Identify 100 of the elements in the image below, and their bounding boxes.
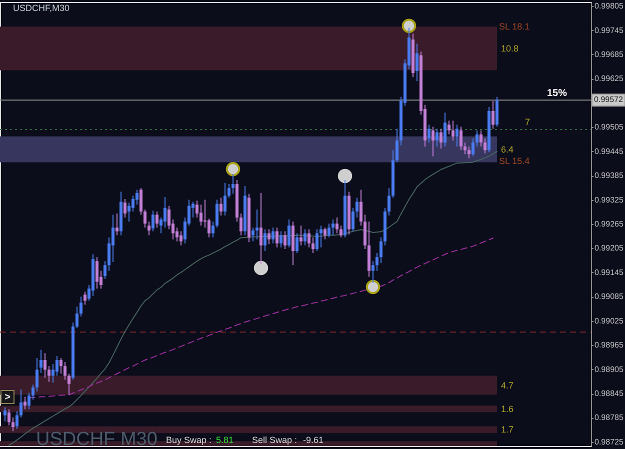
candlestick	[308, 228, 310, 248]
band-label: 4.7	[501, 380, 514, 390]
band-label: 10.8	[501, 43, 519, 54]
y-tick-label: 0.99805	[594, 2, 624, 11]
candlestick	[332, 219, 334, 236]
annotation: Buy Swap :	[166, 435, 212, 445]
y-tick-label: 0.99325	[594, 195, 624, 204]
candlestick	[484, 138, 486, 154]
candlestick	[272, 227, 274, 244]
candlestick	[212, 221, 214, 238]
candlestick	[4, 406, 6, 422]
candlestick	[112, 214, 114, 262]
candlestick	[8, 408, 10, 426]
y-tick-label: 0.98965	[594, 340, 624, 350]
candlestick	[68, 373, 70, 396]
ref-line-label: 0.99572	[594, 95, 624, 104]
candlestick	[312, 236, 314, 254]
candlestick	[376, 252, 378, 272]
candlestick	[268, 228, 270, 245]
candlestick	[284, 230, 286, 250]
candlestick	[12, 416, 14, 432]
candlestick	[276, 227, 278, 248]
candlestick	[436, 128, 438, 147]
candlestick	[168, 205, 170, 230]
candlestick	[432, 126, 434, 157]
y-tick-label: 0.98725	[594, 437, 624, 446]
candlestick	[132, 195, 134, 212]
band-label: 1.7	[501, 424, 514, 435]
candlestick	[32, 384, 34, 400]
candlestick	[260, 192, 262, 264]
y-tick-label: 0.99265	[594, 220, 624, 228]
candlestick	[240, 213, 242, 236]
candlestick	[164, 196, 166, 228]
candlestick	[464, 142, 466, 155]
y-tick-label: 0.99505	[594, 122, 624, 132]
annotation: USDCHF M30	[36, 429, 158, 449]
y-tick-label: 0.99145	[594, 268, 624, 277]
y-tick-label: 0.99205	[594, 244, 624, 253]
candlestick	[136, 189, 138, 206]
candlestick	[288, 219, 290, 248]
annotation: >	[4, 392, 11, 403]
y-tick-label: 0.99085	[594, 292, 624, 302]
candlestick	[364, 214, 366, 250]
candlestick	[252, 227, 254, 242]
y-tick-label: 0.98845	[594, 389, 624, 398]
candlestick	[340, 225, 342, 238]
candlestick	[116, 213, 118, 236]
candlestick	[304, 228, 306, 246]
y-tick-label: 0.99625	[594, 74, 624, 84]
annotation: 5.81	[216, 435, 234, 445]
point	[366, 280, 380, 294]
annotation: Sell Swap :	[252, 435, 298, 445]
candlestick	[180, 230, 182, 246]
chart-title: USDCHF,M30	[13, 3, 70, 13]
candlestick	[16, 410, 18, 430]
candlestick	[280, 230, 282, 248]
candlestick	[224, 182, 226, 216]
candlestick	[396, 128, 398, 163]
candlestick	[352, 207, 354, 232]
candlestick	[256, 208, 258, 240]
y-tick-label: 0.98785	[594, 413, 624, 422]
candlestick	[44, 352, 46, 378]
candlestick	[176, 227, 178, 242]
band-label: 6.4	[501, 144, 514, 154]
candlestick	[64, 362, 66, 380]
candlestick	[360, 189, 362, 226]
candlestick	[20, 388, 22, 418]
line-series	[8, 150, 498, 446]
candlestick	[468, 146, 470, 159]
candlestick	[104, 260, 106, 280]
candlestick	[52, 364, 54, 384]
candlestick	[84, 291, 86, 306]
y-tick-label: 0.99745	[594, 26, 624, 35]
candlestick	[460, 126, 462, 151]
candlestick	[96, 256, 98, 290]
candlestick	[24, 396, 26, 410]
candlestick	[60, 358, 62, 374]
point	[338, 168, 352, 184]
y-tick-label: 0.99385	[594, 171, 624, 180]
candlestick	[380, 236, 382, 264]
candlestick	[440, 128, 442, 150]
text: 15%	[547, 88, 568, 99]
candlestick	[324, 227, 326, 240]
candlestick	[264, 228, 266, 252]
candlestick	[200, 204, 202, 226]
candlestick	[216, 199, 218, 228]
candlestick	[56, 355, 58, 376]
text: SL 15.4	[499, 156, 530, 166]
candlestick	[36, 358, 38, 392]
point	[254, 260, 268, 276]
candlestick	[140, 188, 142, 216]
candlestick	[492, 100, 494, 130]
candlestick	[320, 225, 322, 248]
annotation: -9.61	[303, 435, 324, 445]
candlestick	[388, 188, 390, 216]
candlestick	[428, 124, 430, 143]
candlestick	[452, 120, 454, 141]
candlestick	[48, 366, 50, 382]
candlestick	[80, 296, 82, 317]
candlestick	[456, 124, 458, 147]
